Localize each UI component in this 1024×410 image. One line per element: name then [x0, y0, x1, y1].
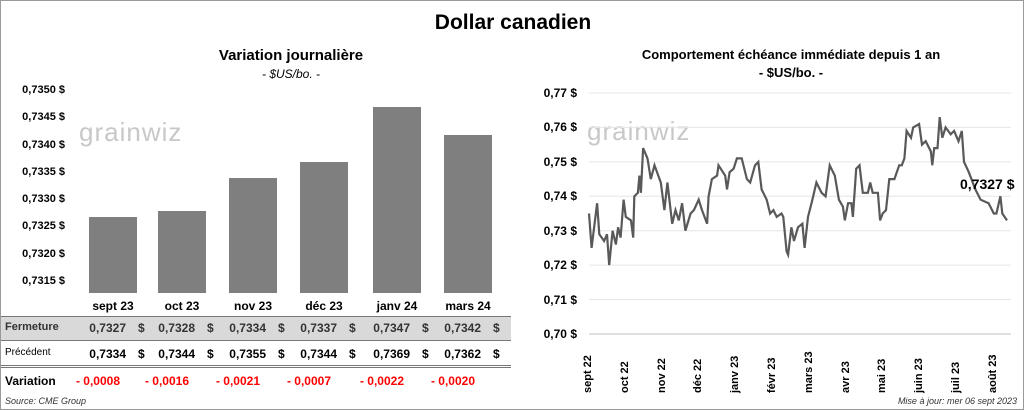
y-tick-label: 0,74 $: [543, 189, 577, 204]
y-tick-label: 0,7335 $: [22, 165, 65, 178]
bar: [444, 134, 492, 293]
currency-symbol: $: [422, 321, 429, 335]
x-tick-label: oct 22: [618, 361, 631, 393]
x-tick-label: janv 24: [376, 299, 418, 313]
y-tick-label: 0,77 $: [543, 86, 577, 100]
data-table: Fermeture Précédent Variation 0,7327 $0,7334…: [1, 1, 513, 409]
y-tick-label: 0,70 $: [543, 327, 577, 341]
fermeture-value: 0,7328: [158, 321, 195, 335]
variation-value: - 0,0022: [359, 374, 405, 388]
watermark-logo: grainwiz: [79, 117, 183, 147]
currency-symbol: $: [422, 347, 429, 361]
x-tick-label: mars 23: [802, 351, 815, 393]
variation-value: - 0,0020: [430, 374, 476, 388]
bar-chart-subtitle: - $US/bo. -: [261, 67, 321, 81]
variation-value: - 0,0016: [144, 374, 190, 388]
x-tick-label: déc 23: [305, 299, 343, 313]
x-tick-label: mars 24: [445, 299, 491, 313]
currency-symbol: $: [493, 321, 500, 335]
y-tick-label: 0,7345 $: [22, 111, 65, 124]
currency-symbol: $: [278, 347, 285, 361]
variation-value: - 0,0021: [215, 374, 261, 388]
bar: [229, 178, 277, 293]
currency-symbol: $: [349, 321, 356, 335]
y-tick-label: 0,71 $: [543, 292, 577, 307]
precedent-value: 0,7344: [300, 347, 337, 361]
y-tick-label: 0,76 $: [543, 120, 577, 135]
currency-symbol: $: [493, 347, 500, 361]
last-value-label: 0,7327 $: [960, 176, 1015, 192]
currency-symbol: $: [349, 347, 356, 361]
line-chart-subtitle: - $US/bo. -: [758, 65, 824, 80]
y-tick-label: 0,7315 $: [22, 275, 65, 287]
currency-symbol: $: [278, 321, 285, 335]
price-series-line: [587, 116, 1008, 266]
y-tick-label: 0,75 $: [543, 154, 577, 169]
bar-chart: 0,7315 $ 0,7320 $ 0,7325 $ 0,7330 $ 0,7335 $…: [1, 1, 513, 313]
bar: [89, 216, 137, 293]
precedent-value: 0,7369: [373, 347, 410, 361]
currency-symbol: $: [207, 347, 214, 361]
row-label-variation: Variation: [5, 374, 56, 388]
y-tick-label: 0,7340 $: [22, 138, 65, 151]
bar: [373, 107, 421, 293]
x-tick-label: janv 23: [729, 355, 742, 393]
x-tick-label: oct 23: [164, 299, 200, 313]
fermeture-value: 0,7337: [300, 321, 337, 335]
y-tick-label: 0,7330 $: [22, 193, 65, 206]
x-tick-label: nov 22: [655, 358, 668, 393]
page-title: Dollar canadien: [434, 11, 592, 34]
variation-value: - 0,0007: [286, 374, 332, 388]
fermeture-value: 0,7347: [373, 321, 410, 335]
x-tick-label: déc 22: [692, 358, 705, 393]
fermeture-value: 0,7327: [89, 321, 126, 335]
x-tick-label: sept 22: [582, 355, 594, 393]
currency-symbol: $: [138, 321, 145, 335]
row-fermeture: [1, 316, 511, 341]
variation-value: - 0,0008: [75, 374, 121, 388]
table-divider: [1, 365, 511, 368]
precedent-value: 0,7334: [89, 347, 126, 361]
precedent-value: 0,7355: [229, 347, 266, 361]
y-tick-label: 0,7325 $: [22, 220, 65, 233]
x-tick-label: mai 23: [876, 358, 889, 393]
precedent-value: 0,7362: [444, 347, 481, 361]
fermeture-value: 0,7334: [229, 321, 266, 335]
fermeture-value: 0,7342: [444, 321, 481, 335]
bar: [158, 211, 206, 293]
x-tick-label: févr 23: [766, 357, 778, 393]
currency-symbol: $: [138, 347, 145, 361]
currency-symbol: $: [207, 321, 214, 335]
bar: [300, 161, 348, 293]
line-chart-title: Comportement échéance immédiate depuis 1…: [641, 47, 941, 62]
x-tick-label: août 23: [986, 354, 999, 393]
y-tick-label: 0,7350 $: [22, 84, 65, 96]
y-tick-label: 0,73 $: [543, 223, 577, 238]
y-tick-label: 0,7320 $: [22, 247, 65, 260]
x-tick-label: juin 23: [913, 358, 926, 393]
y-tick-label: 0,72 $: [543, 258, 577, 273]
x-tick-label: avr 23: [839, 361, 852, 393]
precedent-value: 0,7344: [158, 347, 195, 361]
watermark-logo-right: grainwiz: [587, 116, 691, 146]
update-note: Mise à jour: mer 06 sept 2023: [897, 396, 1017, 406]
row-label-precedent: Précédent: [5, 347, 51, 358]
bar-chart-title: Variation journalière: [218, 47, 364, 64]
x-tick-label: sept 23: [92, 299, 134, 313]
source-note: Source: CME Group: [5, 396, 87, 406]
x-tick-label: nov 23: [233, 299, 272, 313]
row-label-fermeture: Fermeture: [5, 321, 59, 333]
x-tick-label: juil 23: [950, 361, 962, 393]
